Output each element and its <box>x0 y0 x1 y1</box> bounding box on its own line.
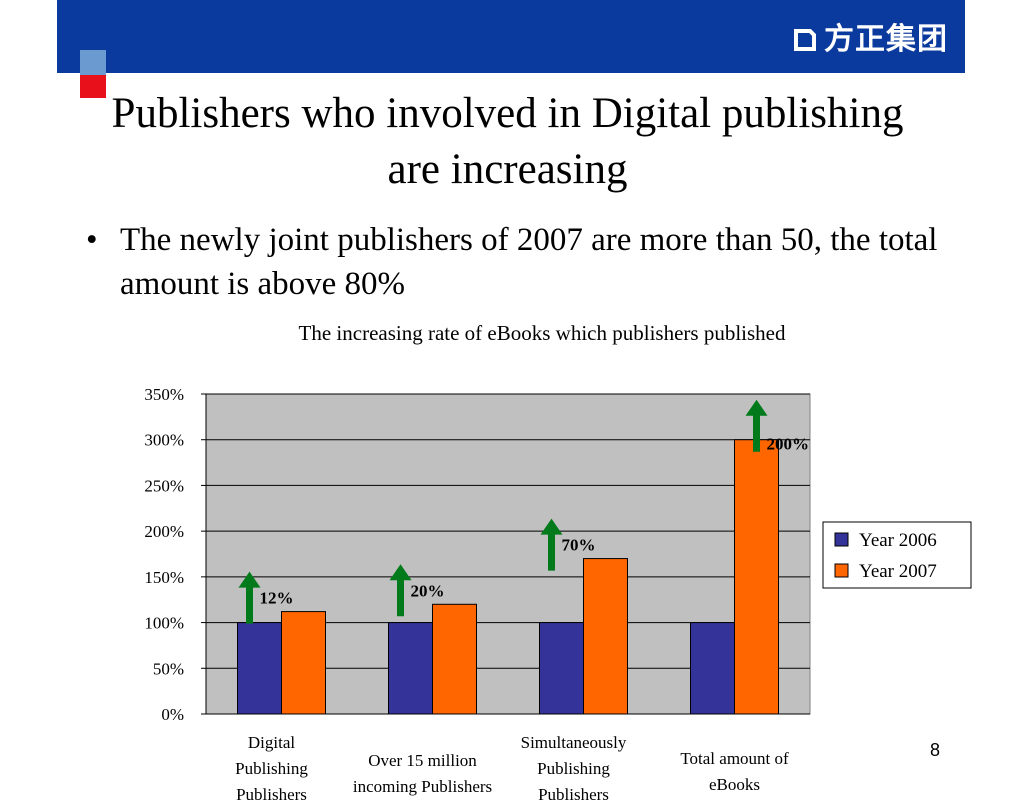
legend-swatch <box>834 532 849 547</box>
x-category-label: Total amount of <box>680 749 789 768</box>
x-category-label: Publishers <box>236 785 307 804</box>
y-tick-label: 150% <box>144 568 184 587</box>
x-category-label: Over 15 million <box>368 751 477 770</box>
bar-year-2006 <box>539 622 584 715</box>
bar-year-2007 <box>432 603 477 715</box>
x-category-label: Publishers <box>538 785 609 804</box>
brand-logo: 方正集团 <box>792 20 948 60</box>
decor-square-blue <box>80 50 106 75</box>
x-category-label: Publishing <box>537 759 610 778</box>
legend-label: Year 2006 <box>859 530 937 551</box>
bar-year-2006 <box>388 622 433 715</box>
bar-year-2007 <box>734 439 779 715</box>
bar-year-2007 <box>281 611 326 715</box>
logo-text: 方正集团 <box>824 22 948 57</box>
increase-arrow-head <box>540 518 563 535</box>
bar-year-2006 <box>237 622 282 715</box>
bar-year-2007 <box>583 558 628 715</box>
y-tick-label: 50% <box>153 659 184 678</box>
increase-arrow-head <box>389 564 412 581</box>
y-tick-label: 200% <box>144 522 184 541</box>
y-tick-label: 100% <box>144 614 184 633</box>
slide-title: Publishers who involved in Digital publi… <box>111 90 904 193</box>
x-category-label: eBooks <box>709 775 760 794</box>
x-category-label: Simultaneously <box>521 733 627 752</box>
x-category-label: incoming Publishers <box>353 777 492 796</box>
y-tick-label: 350% <box>144 385 184 404</box>
bullet-text: The newly joint publishers of 2007 are m… <box>120 222 938 302</box>
increase-label: 70% <box>562 536 596 555</box>
bullet-dot: • <box>86 222 98 258</box>
x-category-label: Digital <box>248 733 295 752</box>
bar-year-2006 <box>690 622 735 715</box>
x-category-label: Publishing <box>235 759 308 778</box>
increase-arrow-head <box>238 571 261 588</box>
increase-label: 20% <box>411 581 445 600</box>
page-number: 8 <box>929 740 940 760</box>
logo-mark-icon <box>792 27 818 53</box>
y-tick-label: 300% <box>144 431 184 450</box>
legend-label: Year 2007 <box>859 561 937 582</box>
y-tick-label: 0% <box>161 705 184 724</box>
decor-square-red <box>80 75 106 98</box>
legend-swatch <box>834 563 849 578</box>
increase-label: 12% <box>260 589 294 608</box>
chart-title: The increasing rate of eBooks which publ… <box>299 321 786 345</box>
increase-arrow-head <box>745 399 768 416</box>
increase-label: 200% <box>767 435 810 454</box>
y-tick-label: 250% <box>144 476 184 495</box>
